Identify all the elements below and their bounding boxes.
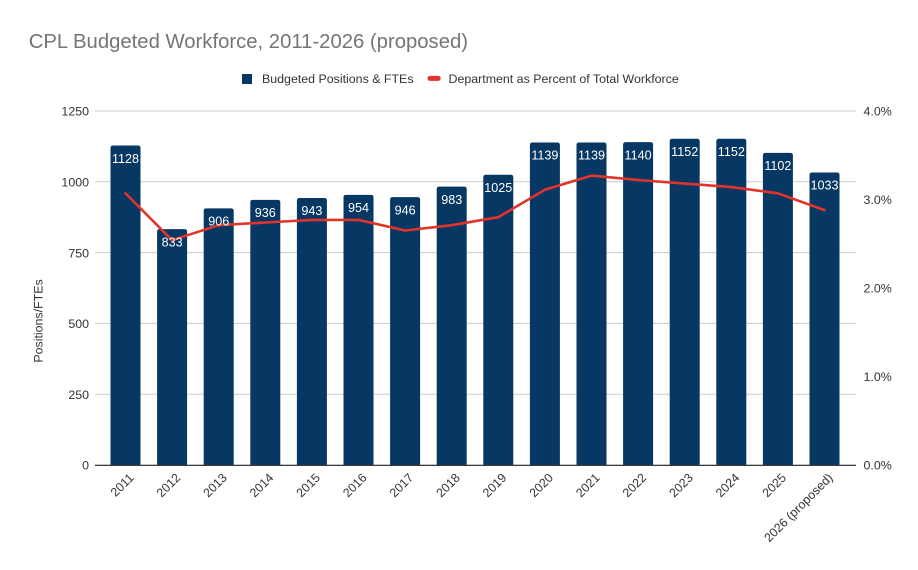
- svg-text:1033: 1033: [810, 179, 838, 193]
- svg-text:1102: 1102: [764, 159, 791, 173]
- svg-text:1139: 1139: [578, 149, 605, 163]
- svg-text:1250: 1250: [61, 105, 89, 119]
- svg-text:1128: 1128: [112, 152, 139, 166]
- svg-text:0.0%: 0.0%: [864, 459, 892, 473]
- svg-text:943: 943: [301, 204, 322, 218]
- svg-text:1000: 1000: [61, 176, 89, 190]
- svg-text:Positions/FTEs: Positions/FTEs: [32, 279, 46, 362]
- svg-text:750: 750: [68, 246, 89, 260]
- svg-text:1140: 1140: [625, 148, 652, 162]
- svg-text:1025: 1025: [484, 181, 512, 195]
- svg-text:Budgeted Positions & FTEs: Budgeted Positions & FTEs: [262, 72, 414, 86]
- svg-text:954: 954: [348, 201, 369, 215]
- svg-text:936: 936: [255, 206, 276, 220]
- svg-text:1152: 1152: [718, 145, 745, 159]
- svg-text:Department as Percent of Total: Department as Percent of Total Workforce: [449, 72, 679, 86]
- svg-text:4.0%: 4.0%: [864, 105, 892, 119]
- svg-text:250: 250: [68, 388, 89, 402]
- svg-text:906: 906: [208, 215, 229, 229]
- svg-text:833: 833: [162, 235, 183, 249]
- svg-text:CPL Budgeted Workforce, 2011-2: CPL Budgeted Workforce, 2011-2026 (propo…: [29, 31, 468, 53]
- svg-text:3.0%: 3.0%: [864, 193, 892, 207]
- svg-text:946: 946: [395, 203, 416, 217]
- svg-text:2.0%: 2.0%: [864, 282, 892, 296]
- svg-text:1.0%: 1.0%: [864, 370, 892, 384]
- svg-text:983: 983: [441, 193, 462, 207]
- svg-text:1152: 1152: [671, 145, 698, 159]
- svg-text:500: 500: [68, 317, 89, 331]
- svg-text:0: 0: [82, 459, 89, 473]
- svg-text:1139: 1139: [531, 149, 558, 163]
